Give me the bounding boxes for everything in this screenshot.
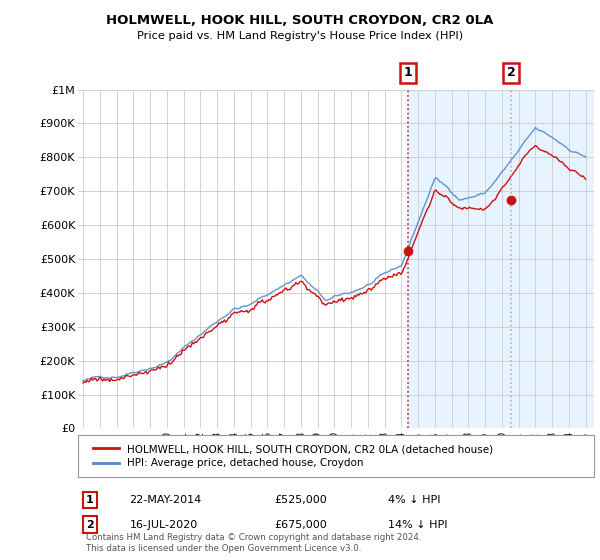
Text: 22-MAY-2014: 22-MAY-2014 <box>130 495 202 505</box>
Text: £675,000: £675,000 <box>274 520 327 530</box>
Text: Price paid vs. HM Land Registry's House Price Index (HPI): Price paid vs. HM Land Registry's House … <box>137 31 463 41</box>
Text: 2: 2 <box>506 66 515 80</box>
Text: Contains HM Land Registry data © Crown copyright and database right 2024.
This d: Contains HM Land Registry data © Crown c… <box>86 533 421 553</box>
Bar <box>408 90 594 428</box>
Text: 1: 1 <box>403 66 412 80</box>
Legend: HOLMWELL, HOOK HILL, SOUTH CROYDON, CR2 0LA (detached house), HPI: Average price: HOLMWELL, HOOK HILL, SOUTH CROYDON, CR2 … <box>88 440 497 473</box>
Text: HOLMWELL, HOOK HILL, SOUTH CROYDON, CR2 0LA: HOLMWELL, HOOK HILL, SOUTH CROYDON, CR2 … <box>106 14 494 27</box>
Text: 4% ↓ HPI: 4% ↓ HPI <box>388 495 440 505</box>
Text: 1: 1 <box>86 495 94 505</box>
Text: 2: 2 <box>86 520 94 530</box>
Text: £525,000: £525,000 <box>274 495 327 505</box>
Text: 16-JUL-2020: 16-JUL-2020 <box>130 520 198 530</box>
Text: 14% ↓ HPI: 14% ↓ HPI <box>388 520 447 530</box>
